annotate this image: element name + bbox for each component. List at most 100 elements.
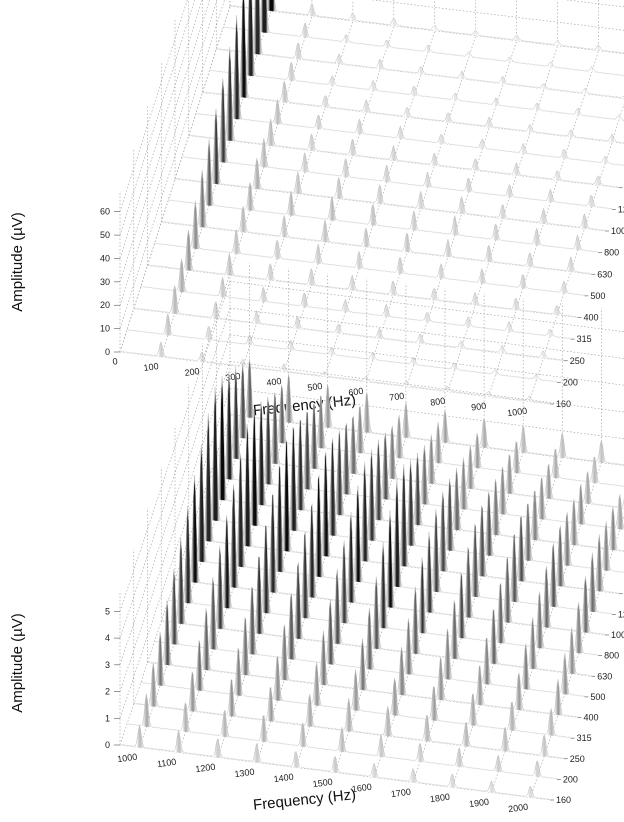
peak-segment (297, 316, 299, 329)
peak-segment (195, 201, 197, 249)
peak-segment (561, 433, 563, 458)
peak-segment (547, 582, 549, 628)
peak-segment (429, 542, 431, 613)
peak-segment (446, 113, 448, 123)
peak-segment (508, 454, 510, 494)
peak-segment (200, 444, 202, 562)
peak-segment (257, 162, 259, 190)
peak-segment (208, 413, 210, 542)
peak-segment (486, 247, 488, 262)
peak-segment (275, 397, 277, 464)
peak-segment (388, 710, 390, 737)
grid-line (229, 334, 624, 386)
peak-segment (227, 63, 229, 141)
peak-segment (503, 206, 505, 219)
peak-segment (521, 274, 523, 289)
peak-segment (220, 752, 222, 758)
peak-segment (330, 348, 332, 356)
trace-line-cf-1600 (188, 46, 619, 188)
peak-segment (357, 254, 359, 269)
peak-segment (401, 481, 403, 567)
peak-segment (366, 228, 367, 248)
peak-segment (560, 525, 562, 587)
peak-segment (370, 206, 372, 226)
peak-segment (524, 648, 525, 690)
peak-segment (413, 86, 415, 96)
peak-segment (412, 768, 414, 783)
peak-segment (366, 99, 368, 113)
peak-segment (383, 542, 385, 629)
peak-segment (418, 743, 420, 762)
peak-segment (426, 44, 428, 53)
peak-segment (562, 659, 564, 695)
peak-segment (298, 318, 300, 329)
x-tick-label: 800 (430, 396, 446, 408)
cf-tick-label: 500 (590, 692, 605, 702)
peak-segment (377, 187, 379, 204)
peak-segment (236, 381, 238, 459)
peak-segment (330, 444, 332, 536)
peak-segment (416, 452, 418, 525)
peak-segment (237, 33, 239, 120)
peak-segment (544, 211, 546, 224)
peak-segment (213, 584, 215, 650)
peak-segment (310, 133, 312, 151)
peak-segment (557, 679, 558, 715)
peak-segment (460, 572, 462, 639)
cf-tick-label: 800 (604, 651, 619, 661)
peak-segment (517, 675, 519, 710)
trace-line-cf-315 (140, 632, 571, 739)
peak-segment (590, 195, 592, 207)
peak-segment (511, 701, 513, 731)
peak-segment (397, 420, 399, 458)
peak-segment (338, 586, 340, 644)
peak-segment (271, 0, 272, 12)
peak-segment (299, 584, 301, 640)
peak-segment (455, 220, 457, 236)
peak-segment (506, 733, 508, 752)
peak-segment (345, 299, 347, 312)
peak-segment (448, 478, 450, 551)
peak-segment (264, 290, 266, 303)
peak-segment (137, 730, 139, 748)
peak-segment (502, 466, 504, 515)
peak-segment (572, 265, 574, 273)
peak-segment (529, 786, 531, 798)
peak-segment (470, 705, 472, 726)
peak-segment (553, 543, 555, 607)
peak-segment (171, 584, 173, 645)
peak-segment (404, 482, 406, 567)
cf-tick-label: 500 (590, 291, 605, 301)
peak-segment (273, 392, 275, 464)
peak-segment (323, 371, 325, 377)
peak-segment (356, 485, 358, 582)
peak-segment (209, 139, 211, 206)
peak-segment (386, 165, 388, 183)
peak-segment (324, 644, 326, 686)
peak-segment (455, 363, 457, 371)
peak-segment (415, 586, 417, 654)
peak-segment (440, 263, 441, 279)
peak-segment (344, 426, 346, 495)
peak-segment (336, 569, 338, 644)
axis-labels: 0 1 2 3 4 5 1000 1100 1200 1300 1400 1500 1600 1700 18… (105, 593, 624, 814)
peak-segment (390, 430, 392, 479)
peak-segment (360, 255, 362, 269)
peak-segment (231, 679, 232, 717)
peak-segment (224, 710, 226, 737)
peak-segment (182, 264, 184, 293)
peak-segment (360, 646, 362, 690)
peak-segment (353, 278, 355, 291)
peak-segment (270, 118, 272, 146)
peak-segment (585, 576, 587, 633)
peak-segment (271, 266, 273, 281)
peak-segment (473, 295, 475, 305)
peak-segment (443, 415, 444, 443)
peak-segment (196, 209, 198, 250)
peak-segment (292, 64, 294, 81)
peak-segment (329, 200, 331, 221)
peak-segment (194, 475, 196, 583)
peak-segment (575, 237, 577, 250)
peak-segment (339, 181, 341, 200)
peak-segment (549, 329, 551, 337)
